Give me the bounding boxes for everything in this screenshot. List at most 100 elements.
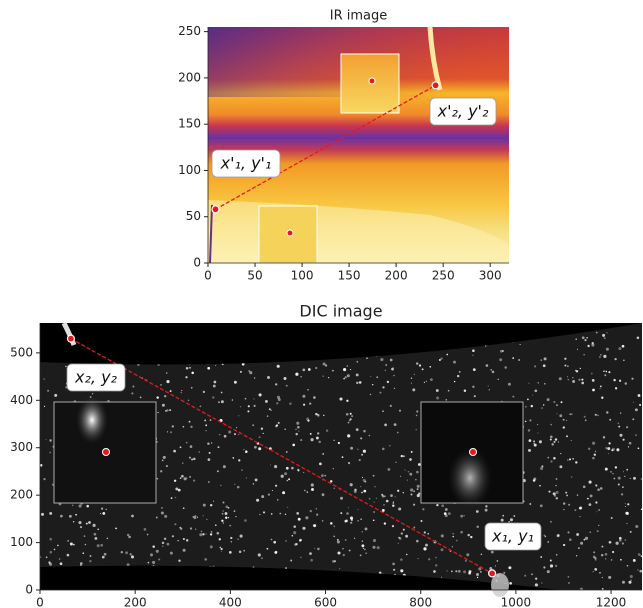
speckle — [441, 504, 444, 507]
speckle — [186, 367, 189, 370]
speckle — [543, 364, 546, 367]
speckle — [131, 392, 133, 394]
speckle — [405, 535, 408, 538]
speckle — [439, 359, 441, 361]
speckle — [418, 558, 419, 559]
speckle — [369, 435, 371, 437]
speckle — [603, 355, 606, 358]
inset-point — [369, 78, 375, 84]
speckle — [93, 524, 96, 527]
speckle — [60, 515, 63, 518]
speckle — [529, 503, 531, 505]
speckle — [593, 571, 594, 572]
speckle — [191, 459, 193, 461]
speckle — [601, 546, 603, 548]
x-tick-label: 600 — [314, 596, 337, 608]
speckle — [334, 488, 335, 489]
speckle — [43, 478, 45, 480]
y-tick-label: 400 — [10, 393, 33, 407]
speckle — [357, 449, 358, 450]
speckle — [274, 465, 277, 468]
speckle — [267, 376, 270, 379]
x-tick-label: 300 — [479, 269, 502, 283]
speckle — [635, 525, 638, 528]
speckle — [556, 413, 557, 414]
speckle — [287, 507, 288, 508]
speckle — [183, 426, 185, 428]
speckle — [529, 439, 532, 442]
x-tick-label: 800 — [409, 596, 432, 608]
speckle — [452, 536, 453, 537]
speckle — [369, 498, 371, 500]
speckle — [256, 499, 259, 502]
speckle — [429, 366, 431, 368]
point — [212, 206, 219, 213]
speckle — [547, 457, 549, 459]
speckle — [186, 539, 188, 541]
speckle — [416, 471, 419, 474]
speckle — [379, 392, 381, 394]
speckle — [310, 510, 312, 512]
speckle — [609, 419, 611, 421]
speckle — [635, 434, 637, 436]
speckle — [243, 449, 244, 450]
speckle — [179, 527, 181, 529]
speckle — [70, 543, 73, 546]
speckle — [605, 553, 608, 556]
speckle — [276, 402, 278, 404]
speckle — [165, 410, 167, 412]
speckle — [383, 504, 384, 505]
speckle — [559, 377, 562, 380]
speckle — [284, 429, 286, 431]
speckle — [444, 512, 447, 515]
speckle — [210, 545, 213, 548]
speckle — [584, 339, 586, 341]
speckle — [326, 430, 328, 432]
speckle — [286, 385, 288, 387]
speckle — [46, 556, 48, 558]
speckle — [340, 497, 343, 500]
speckle — [80, 562, 83, 565]
speckle — [234, 484, 235, 485]
speckle — [234, 381, 237, 384]
speckle — [282, 491, 285, 494]
speckle — [416, 410, 418, 412]
speckle — [504, 366, 507, 369]
speckle — [238, 434, 239, 435]
speckle — [525, 406, 527, 408]
speckle — [435, 564, 437, 566]
speckle — [160, 470, 162, 472]
speckle — [641, 478, 643, 480]
speckle — [441, 534, 444, 537]
speckle — [464, 390, 466, 392]
speckle — [608, 453, 609, 454]
speckle — [204, 419, 206, 421]
speckle — [400, 476, 401, 477]
speckle — [563, 544, 565, 546]
speckle — [612, 473, 613, 474]
speckle — [50, 551, 53, 554]
speckle — [258, 553, 261, 556]
speckle — [363, 450, 366, 453]
speckle — [166, 372, 167, 373]
speckle — [422, 508, 424, 510]
speckle — [428, 558, 430, 560]
speckle — [559, 465, 562, 468]
speckle — [633, 559, 636, 562]
speckle — [164, 515, 167, 518]
speckle — [596, 332, 598, 334]
speckle — [49, 439, 51, 441]
speckle — [161, 511, 164, 514]
speckle — [186, 442, 188, 444]
speckle — [100, 544, 103, 547]
speckle — [512, 396, 514, 398]
speckle — [156, 550, 159, 553]
speckle — [147, 534, 149, 536]
speckle — [568, 504, 570, 506]
speckle — [44, 378, 45, 379]
speckle — [235, 516, 236, 517]
speckle — [207, 442, 209, 444]
speckle — [638, 447, 640, 449]
speckle — [448, 512, 451, 515]
speckle — [456, 540, 458, 542]
